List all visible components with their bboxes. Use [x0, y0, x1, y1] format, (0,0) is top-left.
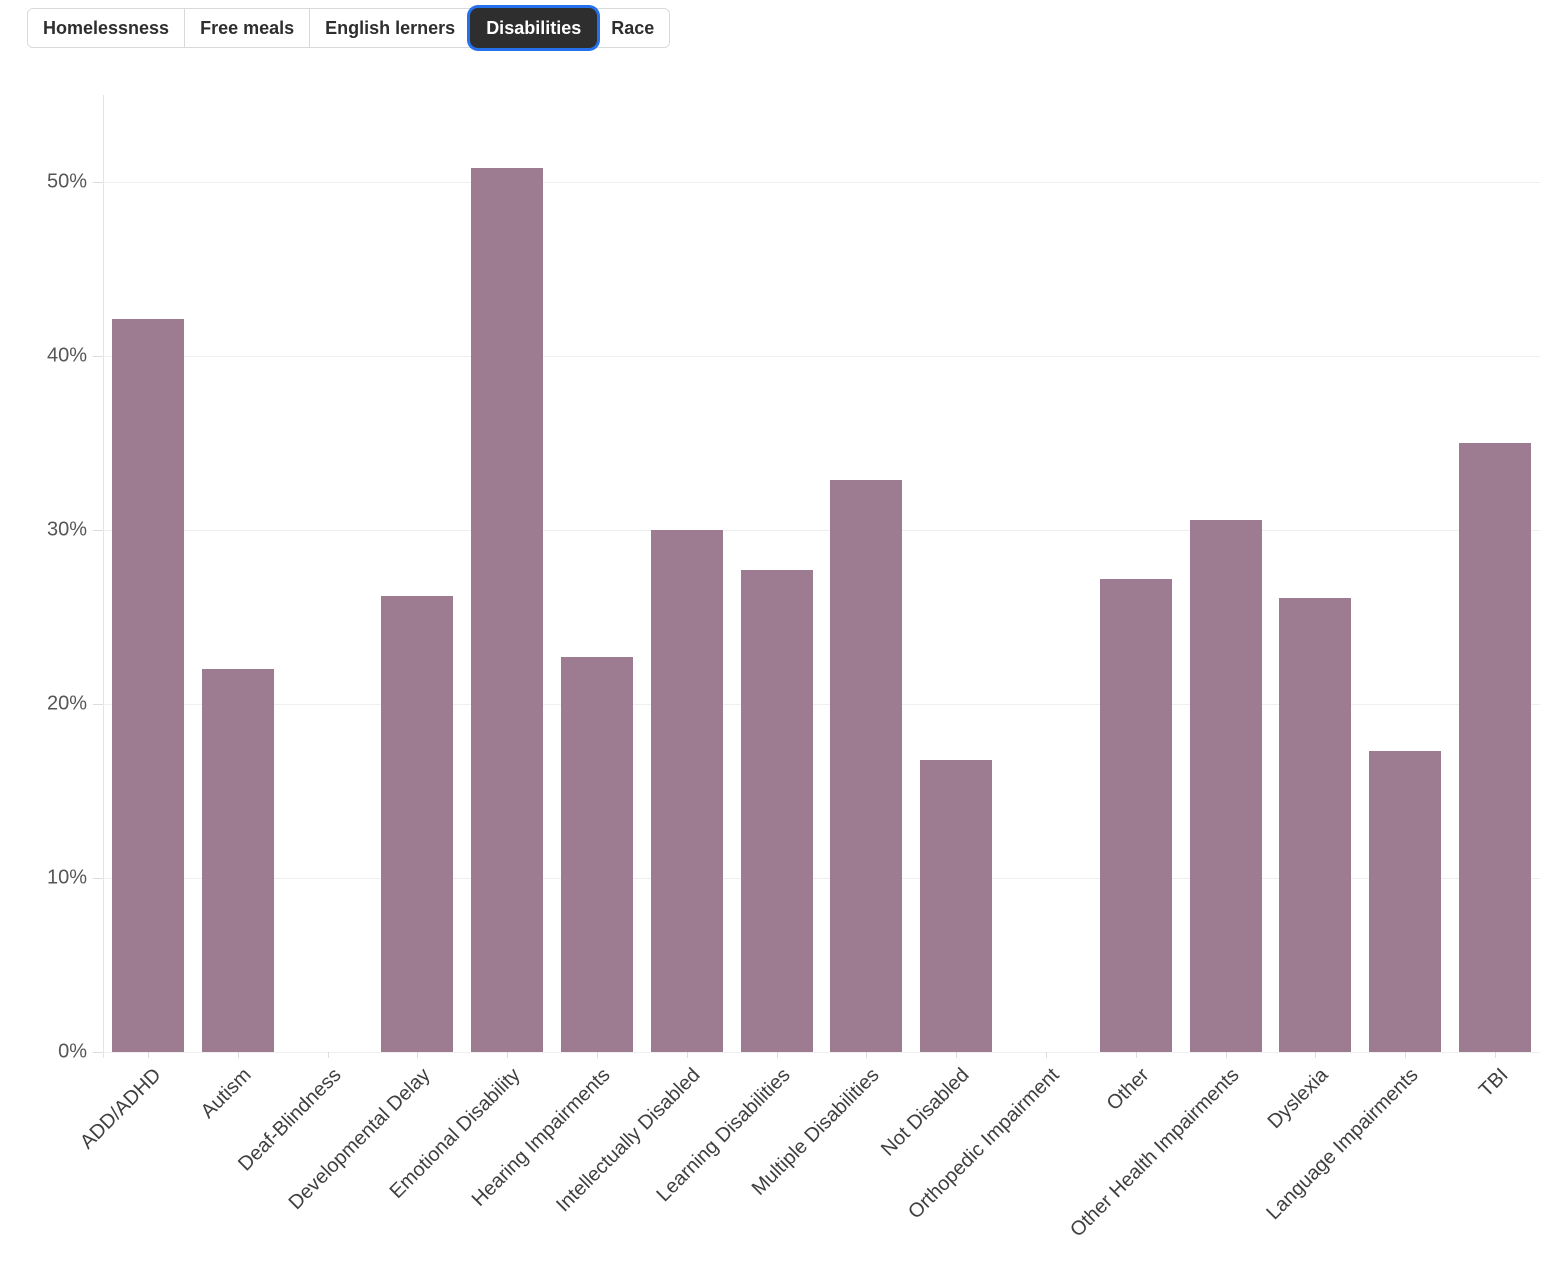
- tab-free-meals[interactable]: Free meals: [185, 9, 311, 47]
- bar-language-impairments[interactable]: [1369, 750, 1442, 1052]
- gridline-40: [103, 356, 1540, 357]
- bar-emotional-disability[interactable]: [471, 168, 544, 1052]
- tab-disabilities[interactable]: Disabilities: [470, 8, 598, 48]
- x-tick-developmental-delay: [417, 1052, 419, 1058]
- tab-race[interactable]: Race: [596, 9, 670, 47]
- y-tick-30: [93, 530, 103, 531]
- x-axis-label-not-disabled: Not Disabled: [877, 1064, 974, 1161]
- y-tick-40: [93, 356, 103, 357]
- x-axis-label-add-adhd: ADD/ADHD: [76, 1064, 166, 1154]
- y-axis-line: [103, 95, 104, 1058]
- y-axis-label-10: 10%: [46, 866, 87, 889]
- x-tick-other: [1135, 1052, 1137, 1058]
- x-tick-emotional-disability: [507, 1052, 509, 1058]
- x-axis-label-other: Other: [1102, 1064, 1154, 1115]
- bar-learning-disabilities[interactable]: [740, 570, 813, 1052]
- category-tab-bar: Homelessness Free meals English lerners Dis…: [27, 8, 671, 48]
- x-tick-learning-disabilities: [776, 1052, 778, 1058]
- bar-developmental-delay[interactable]: [381, 596, 454, 1052]
- bar-chart: 0% 10% 20% 30% 40% 50% ADD/ADHD Autism Deaf-Bli…: [47, 95, 1540, 1241]
- y-tick-50: [93, 182, 103, 183]
- gridline-10: [103, 878, 1540, 879]
- gridline-50: [103, 182, 1540, 183]
- y-tick-0: [93, 1052, 103, 1053]
- tab-english-lerners[interactable]: English lerners: [310, 9, 472, 47]
- y-axis-label-0: 0%: [58, 1040, 87, 1063]
- tab-homelessness[interactable]: Homelessness: [28, 9, 186, 47]
- x-tick-autism: [237, 1052, 239, 1058]
- x-axis-label-tbi: TBI: [1475, 1064, 1513, 1102]
- gridline-30: [103, 530, 1540, 531]
- bar-hearing-impairments[interactable]: [560, 657, 633, 1052]
- bar-other[interactable]: [1099, 578, 1172, 1052]
- x-axis-label-language-impairments: Language Impairments: [1262, 1064, 1423, 1225]
- x-tick-add-adhd: [147, 1052, 149, 1058]
- x-axis-label-other-health-impairments: Other Health Impairments: [1065, 1064, 1244, 1242]
- bar-multiple-disabilities[interactable]: [830, 479, 903, 1052]
- y-axis-label-30: 30%: [46, 518, 87, 541]
- y-axis-label-50: 50%: [46, 170, 87, 193]
- x-tick-tbi: [1495, 1052, 1497, 1058]
- x-tick-not-disabled: [956, 1052, 958, 1058]
- bar-dyslexia[interactable]: [1279, 597, 1352, 1052]
- x-tick-orthopedic-impairment: [1046, 1052, 1048, 1058]
- x-axis-label-autism: Autism: [196, 1064, 256, 1123]
- y-tick-10: [93, 878, 103, 879]
- x-tick-other-health-impairments: [1225, 1052, 1227, 1058]
- bar-other-health-impairments[interactable]: [1189, 519, 1262, 1052]
- x-tick-deaf-blindness: [327, 1052, 329, 1058]
- bar-autism[interactable]: [201, 669, 274, 1052]
- x-axis-label-dyslexia: Dyslexia: [1264, 1064, 1334, 1133]
- x-tick-multiple-disabilities: [866, 1052, 868, 1058]
- gridline-0: [103, 1052, 1540, 1053]
- bar-tbi[interactable]: [1459, 443, 1532, 1052]
- x-axis-label-orthopedic-impairment: Orthopedic Impairment: [904, 1064, 1064, 1224]
- y-tick-20: [93, 704, 103, 705]
- bar-add-adhd[interactable]: [111, 319, 184, 1052]
- bar-not-disabled[interactable]: [920, 759, 993, 1052]
- x-tick-hearing-impairments: [596, 1052, 598, 1058]
- gridline-20: [103, 704, 1540, 705]
- x-tick-language-impairments: [1405, 1052, 1407, 1058]
- x-tick-dyslexia: [1315, 1052, 1317, 1058]
- y-axis-label-20: 20%: [46, 692, 87, 715]
- y-axis-label-40: 40%: [46, 344, 87, 367]
- x-tick-intellectually-disabled: [686, 1052, 688, 1058]
- bar-intellectually-disabled[interactable]: [650, 530, 723, 1052]
